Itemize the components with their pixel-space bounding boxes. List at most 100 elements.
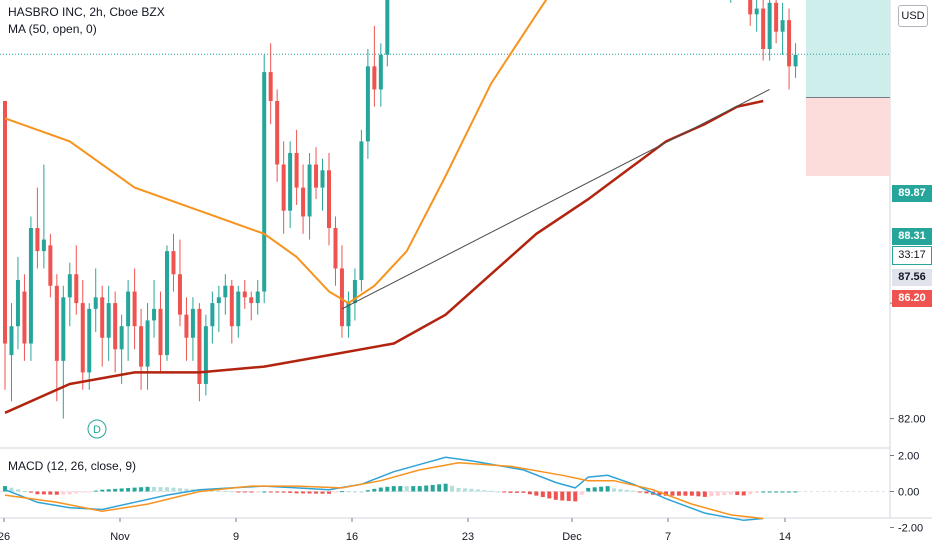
dividend-marker-label: D xyxy=(93,424,101,436)
macd-histogram-bar xyxy=(255,491,260,493)
macd-histogram-bar xyxy=(754,491,759,493)
candle-body xyxy=(15,280,20,327)
macd-histogram-bar xyxy=(573,491,578,502)
macd-histogram-bar xyxy=(540,491,545,498)
macd-histogram-bar xyxy=(553,491,558,500)
position-zones xyxy=(0,0,890,177)
candle-body xyxy=(28,228,33,344)
macd-histogram-bar xyxy=(638,491,643,493)
macd-histogram-bar xyxy=(352,491,357,493)
candle-body xyxy=(242,291,247,298)
candle-body xyxy=(210,303,215,327)
macd-histogram-bar xyxy=(612,488,617,492)
last-price-tag: 88.31 xyxy=(892,228,932,245)
ma-legend[interactable]: MA (50, open, 0) xyxy=(8,22,97,36)
macd-histogram-bar xyxy=(391,486,396,492)
candle-body xyxy=(307,164,312,217)
macd-histogram-bar xyxy=(508,491,513,493)
time-tick-label: Nov xyxy=(110,531,130,543)
macd-histogram-bar xyxy=(728,491,733,495)
dividend-marker-circle xyxy=(87,419,107,439)
candle-body xyxy=(249,297,254,304)
candle-body xyxy=(93,297,98,309)
currency-button[interactable]: USD xyxy=(898,5,928,27)
macd-histogram-bar xyxy=(28,491,33,493)
candle-body xyxy=(268,72,273,101)
candle-body xyxy=(793,54,798,67)
macd-histogram-bar xyxy=(534,491,539,496)
macd-histogram-bar xyxy=(527,491,532,495)
candle-body xyxy=(132,291,137,327)
macd-histogram-bar xyxy=(87,491,92,493)
candle-body xyxy=(9,326,14,356)
macd-histogram-bar xyxy=(463,488,468,492)
macd-histogram-bar xyxy=(417,486,422,492)
macd-histogram-bar xyxy=(495,491,500,493)
macd-histogram-bar xyxy=(281,491,286,493)
symbol-legend[interactable]: HASBRO INC, 2h, Cboe BZX xyxy=(8,5,165,19)
candle-body xyxy=(216,297,221,304)
candle-body xyxy=(294,152,299,188)
macd-histogram-bar xyxy=(605,486,610,492)
macd-histogram-bar xyxy=(404,486,409,492)
indicator-lines xyxy=(4,0,770,414)
candle-body xyxy=(74,274,79,304)
candle-body xyxy=(236,291,241,327)
candle-body xyxy=(320,170,325,188)
macd-histogram-bar xyxy=(301,491,306,494)
macd-histogram-bar xyxy=(476,489,481,492)
candle-body xyxy=(333,228,338,269)
candle-body xyxy=(22,291,27,344)
macd-tick-label: 0.00 xyxy=(898,487,919,499)
candle-body xyxy=(165,251,169,356)
macd-histogram-bar xyxy=(359,491,364,493)
macd-histogram-bar xyxy=(689,491,694,496)
candle-body xyxy=(301,187,306,217)
candle-body xyxy=(767,2,772,50)
macd-histogram-bar xyxy=(126,488,131,492)
candle-body xyxy=(119,326,124,350)
loss-zone xyxy=(806,97,890,177)
event-marker[interactable]: D xyxy=(87,419,107,439)
macd-histogram-bar xyxy=(722,491,727,496)
macd-histogram-bar xyxy=(787,491,792,493)
macd-histogram-bar xyxy=(547,491,552,499)
macd-histogram-bar xyxy=(9,487,14,492)
macd-histogram-bar xyxy=(443,483,448,492)
macd-legend[interactable]: MACD (12, 26, close, 9) xyxy=(8,459,137,473)
candle-body xyxy=(288,152,293,211)
time-tick-label: 7 xyxy=(665,531,671,543)
macd-histogram-bar xyxy=(767,491,772,493)
macd-histogram-bar xyxy=(139,487,144,492)
macd-histogram-bar xyxy=(236,491,241,493)
macd-histogram-bar xyxy=(709,491,714,497)
macd-histogram-bar xyxy=(177,488,182,492)
macd-histogram-bar xyxy=(385,486,390,492)
macd-histogram-bar xyxy=(262,491,267,493)
macd-histogram-bar xyxy=(294,491,299,494)
macd-histogram-bar xyxy=(657,491,662,496)
macd-histogram-bar xyxy=(560,491,565,501)
macd-histogram-bar xyxy=(275,491,280,493)
candle-body xyxy=(229,285,234,327)
candle-body xyxy=(80,303,85,373)
macd-histogram-bar xyxy=(327,491,331,494)
macd-histogram-bar xyxy=(715,491,720,496)
ma50-line xyxy=(4,0,548,305)
macd-histogram-bar xyxy=(3,486,7,492)
macd-tick-label: -2.00 xyxy=(898,523,923,535)
candle-body xyxy=(158,308,163,356)
entry-price-tag: 87.56 xyxy=(892,269,932,286)
macd-histogram-bar xyxy=(514,491,519,493)
macd-histogram-bar xyxy=(365,490,370,492)
candle-body xyxy=(352,280,357,304)
time-tick-label: 14 xyxy=(779,531,791,543)
candle-body xyxy=(126,291,131,327)
candle-body xyxy=(35,228,40,252)
macd-histogram-bar xyxy=(41,491,46,495)
macd-histogram-bar xyxy=(424,485,429,492)
macd-histogram-bar xyxy=(346,491,351,493)
macd-histogram-bar xyxy=(586,487,591,492)
candle-body xyxy=(100,297,105,338)
